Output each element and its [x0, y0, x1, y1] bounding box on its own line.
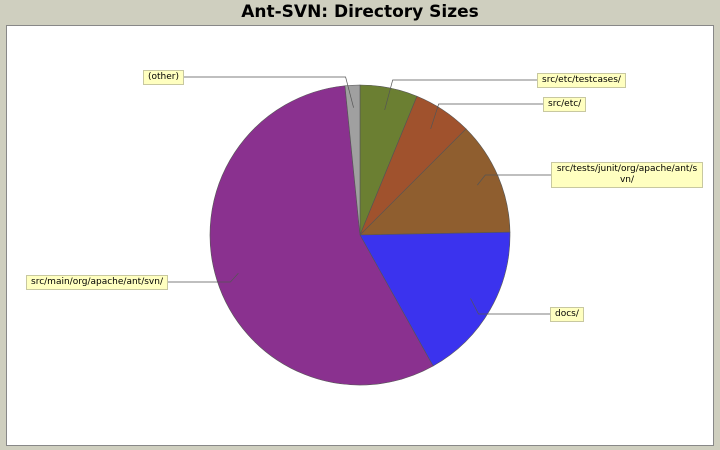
chart-title: Ant-SVN: Directory Sizes — [241, 2, 479, 22]
leader-line — [477, 174, 551, 186]
slice-label: (other) — [143, 69, 184, 85]
leader-line — [430, 103, 543, 129]
slice-label: src/etc/ — [543, 96, 587, 112]
slice-label: src/main/org/apache/ant/svn/ — [26, 274, 168, 290]
pie-slice — [359, 128, 511, 236]
leader-line — [470, 298, 550, 315]
leader-line — [384, 79, 537, 111]
pie-slice — [359, 231, 511, 367]
pie-slice — [209, 85, 434, 386]
slice-label: docs/ — [550, 306, 584, 322]
slice-label: src/etc/testcases/ — [537, 72, 626, 88]
slice-label: src/tests/junit/org/apache/ant/svn/ — [551, 162, 703, 188]
leader-line — [184, 76, 354, 108]
pie-slice — [344, 84, 361, 236]
leader-line — [168, 273, 239, 283]
